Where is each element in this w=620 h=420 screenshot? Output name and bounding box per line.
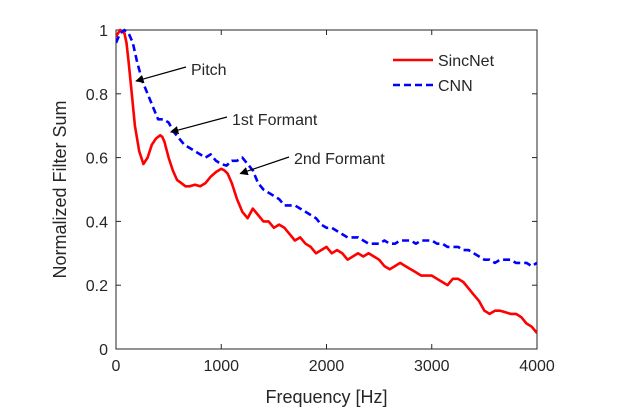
x-tick-label: 0	[112, 358, 121, 375]
x-tick-label: 2000	[309, 358, 345, 375]
y-tick-label: 0.6	[86, 151, 108, 168]
annotation-arrow	[169, 116, 228, 135]
x-tick-label: 1000	[203, 358, 239, 375]
y-axis-label: Normalized Filter Sum	[50, 100, 70, 278]
y-tick-label: 0	[99, 342, 108, 359]
y-tick-label: 0.8	[86, 87, 108, 104]
x-tick-label: 3000	[414, 358, 450, 375]
axes-box	[115, 29, 538, 350]
legend-label-cnn: CNN	[438, 78, 473, 95]
y-tick-label: 0.4	[86, 214, 108, 231]
annotation-label: 1st Formant	[232, 112, 318, 129]
series-line-sincnet	[116, 28, 537, 334]
x-axis-label: Frequency [Hz]	[265, 387, 387, 407]
annotation-arrow	[135, 66, 187, 84]
y-tick-label: 0.2	[86, 278, 108, 295]
series-line-cnn	[116, 28, 537, 268]
legend-label-sincnet: SincNet	[438, 53, 495, 70]
plot-area: 0 1000 2000 3000 4000 0 0.2 0.4 0.6 0.8 1 SincNet CN…	[86, 23, 555, 375]
y-tick-label: 1	[99, 23, 108, 40]
annotation-label: Pitch	[191, 62, 227, 79]
annotation-label: 2nd Formant	[294, 151, 385, 168]
x-tick-label: 4000	[519, 358, 555, 375]
annotation-arrow	[239, 156, 290, 176]
y-axis-label-group: Normalized Filter Sum	[50, 100, 70, 278]
